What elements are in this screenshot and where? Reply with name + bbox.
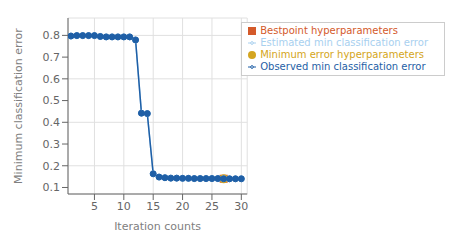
svg-text:5: 5 — [91, 200, 98, 213]
svg-text:0.8: 0.8 — [43, 29, 61, 42]
html-text:Minimum error hyperparameters: Minimum error hyperparameters — [260, 49, 424, 60]
svg-text:0.5: 0.5 — [43, 94, 61, 107]
svg-text:25: 25 — [205, 200, 219, 213]
svg-text:0.4: 0.4 — [43, 116, 61, 129]
svg-text:10: 10 — [117, 200, 131, 213]
svg-text:0.6: 0.6 — [43, 73, 61, 86]
svg-text:Iteration counts: Iteration counts — [114, 220, 201, 233]
svg-text:0.7: 0.7 — [43, 51, 61, 64]
svg-text:15: 15 — [146, 200, 160, 213]
svg-text:20: 20 — [176, 200, 190, 213]
html-text:Estimated min classification e: Estimated min classification error — [260, 37, 428, 48]
svg-text:0.2: 0.2 — [43, 160, 61, 173]
html-text:Bestpoint hyperparameters: Bestpoint hyperparameters — [260, 25, 398, 36]
svg-text:30: 30 — [234, 200, 248, 213]
svg-text:Minimum classification error: Minimum classification error — [12, 28, 25, 184]
svg-text:0.1: 0.1 — [43, 181, 61, 194]
html-text:Observed min classification er: Observed min classification error — [260, 61, 426, 72]
svg-text:0.3: 0.3 — [43, 138, 61, 151]
